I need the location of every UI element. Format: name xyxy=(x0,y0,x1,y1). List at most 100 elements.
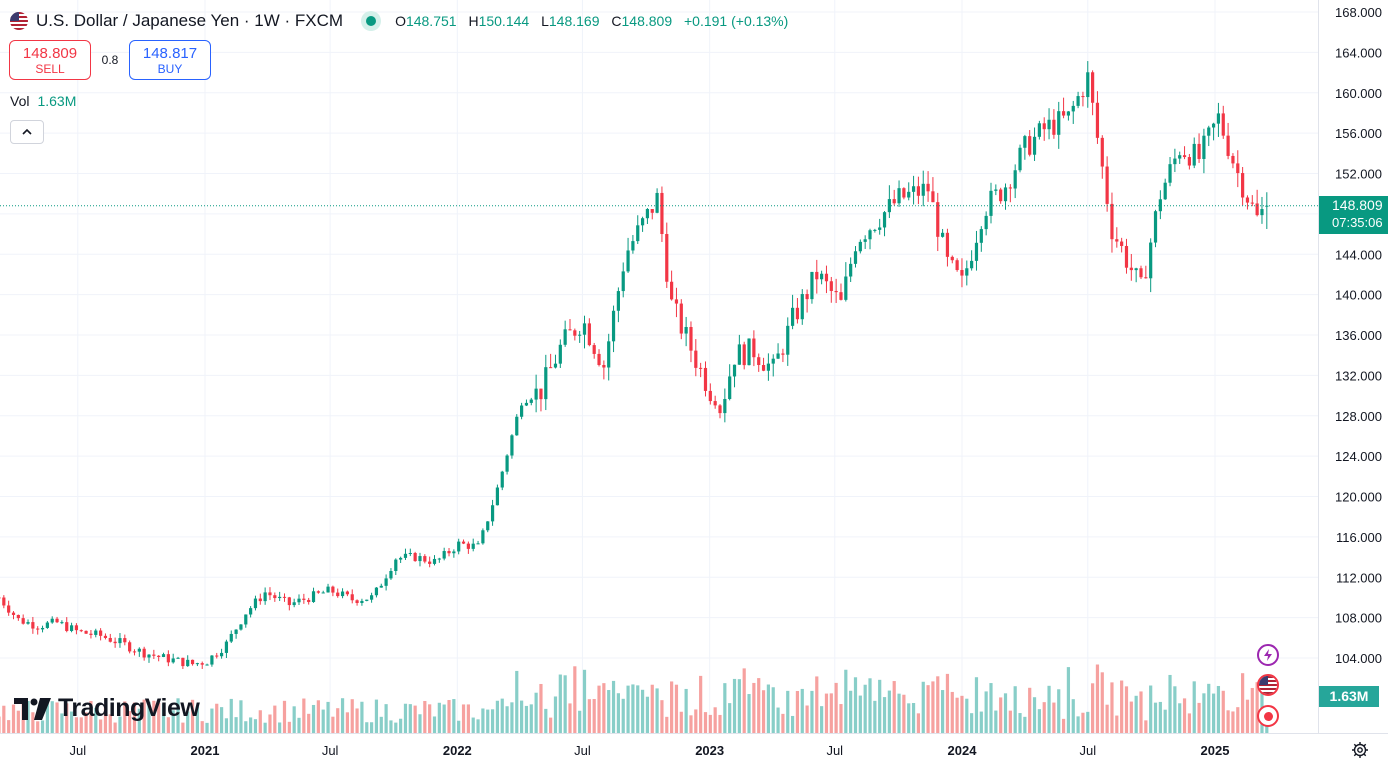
candle-body xyxy=(200,663,204,665)
candle-body xyxy=(849,263,853,277)
candle-body xyxy=(161,654,166,657)
price-tick-label: 112.000 xyxy=(1336,570,1382,585)
candle-body xyxy=(1047,119,1051,130)
volume-bar xyxy=(437,702,441,733)
price-tick-label: 120.000 xyxy=(1335,490,1382,505)
candle-body xyxy=(863,239,867,242)
candle-body xyxy=(437,558,441,560)
volume-bar xyxy=(84,712,88,733)
volume-bar xyxy=(108,714,112,733)
buy-button[interactable]: 148.817 BUY xyxy=(129,40,211,80)
time-axis[interactable]: Jul 2021 Jul 2022 Jul 2023 Jul 2024 Jul 2025 xyxy=(69,743,1229,758)
volume-bar xyxy=(190,699,195,733)
volume-bar xyxy=(99,719,103,733)
candle xyxy=(873,228,877,233)
volume-bar xyxy=(195,706,199,733)
candle-body xyxy=(945,232,950,257)
volume-bar xyxy=(549,717,553,733)
price-axis[interactable]: 168.000164.000160.000156.000152.000148.0… xyxy=(1335,5,1382,666)
candle-body xyxy=(1245,197,1250,203)
candle-body xyxy=(655,192,659,213)
volume-bar xyxy=(1153,702,1158,733)
candle xyxy=(11,611,16,620)
volume-bar xyxy=(1168,674,1172,733)
candle-body xyxy=(699,367,703,369)
candle xyxy=(307,597,311,605)
candle-body xyxy=(118,638,122,644)
candle xyxy=(1168,156,1172,187)
candle xyxy=(1066,111,1071,121)
candle xyxy=(1105,156,1109,212)
volume-bar xyxy=(655,688,659,733)
volume-bar xyxy=(515,670,519,733)
candle-body xyxy=(210,655,214,665)
gear-icon[interactable] xyxy=(1351,741,1369,759)
symbol-title[interactable]: U.S. Dollar / Japanese Yen · 1W · FXCM xyxy=(36,11,344,30)
volume-bar xyxy=(524,705,529,733)
price-tick-label: 132.000 xyxy=(1335,368,1382,383)
record-icon[interactable] xyxy=(1257,705,1279,727)
candle-body xyxy=(999,189,1003,202)
candle-body xyxy=(428,561,432,564)
volume-bar xyxy=(781,713,785,733)
candle xyxy=(55,616,59,624)
candle xyxy=(1028,130,1032,157)
volume-bar xyxy=(699,675,703,733)
candle xyxy=(578,330,582,343)
us-flag-event-icon[interactable] xyxy=(1257,674,1279,696)
candle-body xyxy=(781,353,785,355)
candle xyxy=(786,317,790,366)
candle xyxy=(278,591,282,602)
candle xyxy=(84,630,88,634)
tradingview-logo[interactable]: TradingView xyxy=(14,694,200,723)
candle xyxy=(1178,151,1182,164)
volume-bar xyxy=(1231,711,1235,733)
volume-bar xyxy=(960,695,964,733)
candle-body xyxy=(157,655,161,657)
volume-bar xyxy=(65,703,69,733)
candle-body xyxy=(829,281,833,291)
candle xyxy=(790,294,795,330)
volume-bar xyxy=(360,701,364,733)
volume-bar xyxy=(974,677,979,733)
candle xyxy=(1216,102,1221,137)
candle xyxy=(989,182,993,224)
volume-bar xyxy=(989,683,993,733)
candle-body xyxy=(316,591,320,593)
candle xyxy=(403,548,408,560)
candle xyxy=(863,235,867,249)
candle xyxy=(631,235,635,254)
candle-body xyxy=(1124,245,1129,268)
candle-body xyxy=(224,641,229,653)
candle xyxy=(810,271,814,304)
volume-bar xyxy=(1120,680,1124,733)
sell-button[interactable]: 148.809 SELL xyxy=(9,40,91,80)
volume-bar xyxy=(1178,703,1182,733)
lightning-icon[interactable] xyxy=(1257,644,1279,666)
volume-bar xyxy=(1052,702,1056,733)
volume-bar xyxy=(394,722,398,733)
candle xyxy=(152,649,156,659)
candle-body xyxy=(1255,203,1259,216)
candle xyxy=(379,583,383,588)
candle-body xyxy=(786,325,790,355)
collapse-legend-button[interactable] xyxy=(10,120,44,144)
volume-bar xyxy=(621,698,625,733)
volume-bar xyxy=(224,718,229,733)
volume-bar xyxy=(679,711,683,733)
volume-bar xyxy=(311,704,316,733)
volume-bar xyxy=(1095,664,1100,733)
candle xyxy=(452,549,456,558)
candle-body xyxy=(413,552,417,562)
candle xyxy=(703,361,708,397)
candle xyxy=(766,353,770,381)
candle-body xyxy=(636,225,640,242)
candle xyxy=(742,341,746,370)
price-tick-label: 144.000 xyxy=(1335,247,1382,262)
chevron-up-icon xyxy=(22,128,32,135)
candle xyxy=(616,287,620,323)
candle-body xyxy=(568,329,572,331)
candle xyxy=(321,590,325,594)
volume-bar xyxy=(403,703,408,733)
